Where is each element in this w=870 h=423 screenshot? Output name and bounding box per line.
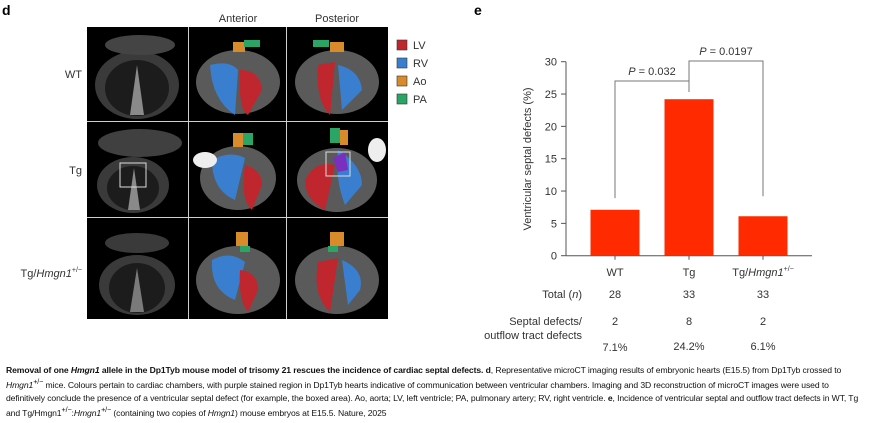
percent-wt: 7.1% <box>602 342 627 354</box>
caption-e-letter: e <box>607 392 613 403</box>
y-tick-label: 30 <box>545 57 557 69</box>
total-tg-hmgn1: 33 <box>757 289 769 301</box>
bar-2 <box>738 216 788 256</box>
microct-slice-tg-hmgn1 <box>99 233 175 315</box>
reconstruction-tg-posterior <box>297 128 386 212</box>
legend-swatch-rv <box>396 57 408 69</box>
reconstruction-wt-anterior <box>196 40 280 115</box>
x-tick-wt: WT <box>606 267 623 279</box>
row-header-defects-1: Septal defects/ <box>509 316 583 328</box>
microct-slice-tg <box>97 129 182 213</box>
legend-label-rv: RV <box>413 58 429 70</box>
x-tick-tg: Tg <box>683 267 696 279</box>
reconstruction-tg-hmgn1-anterior <box>196 232 280 314</box>
legend-label-pa: PA <box>413 94 428 106</box>
panel-d-letter: d <box>2 2 11 18</box>
column-header-anterior: Anterior <box>219 13 258 25</box>
row-header-defects-2: outflow tract defects <box>484 330 582 342</box>
bar-chart: 0 5 10 15 20 25 30 <box>545 57 812 263</box>
row-label-wt: WT <box>65 69 82 81</box>
vsd-box <box>325 151 351 177</box>
y-tick-label: 10 <box>545 186 557 198</box>
reconstruction-wt-posterior <box>295 40 379 115</box>
vsd-box <box>119 162 147 188</box>
significance-bracket-wt-tg <box>614 80 690 199</box>
y-tick-label: 15 <box>545 154 557 166</box>
legend-label-lv: LV <box>413 40 426 52</box>
y-tick-label: 20 <box>545 121 557 133</box>
p-value-tg-vs-tg-hmgn1: P = 0.0197 <box>699 46 753 58</box>
panel-e-letter: e <box>474 2 482 18</box>
microct-slice-wt <box>95 35 179 119</box>
defects-tg: 8 <box>686 316 692 328</box>
y-tick-label: 25 <box>545 89 557 101</box>
y-tick-label: 0 <box>551 251 557 263</box>
legend-swatch-ao <box>396 75 408 87</box>
defects-tg-hmgn1: 2 <box>760 316 766 328</box>
total-tg: 33 <box>683 289 695 301</box>
y-axis-label: Ventricular septal defects (%) <box>522 87 534 230</box>
legend-label-ao: Ao <box>413 76 426 88</box>
bar-0 <box>590 209 640 256</box>
bar-1 <box>664 99 714 256</box>
grid-dividers <box>87 27 388 319</box>
x-tick-tg-hmgn1: Tg/Hmgn1+/− <box>732 266 794 279</box>
caption-d-letter: d <box>485 365 491 375</box>
reconstruction-tg-anterior <box>193 133 276 210</box>
legend-swatch-lv <box>396 39 408 51</box>
row-label-tg: Tg <box>69 165 82 177</box>
y-tick-label: 5 <box>551 218 557 230</box>
percent-tg: 24.2% <box>673 341 704 353</box>
reconstruction-tg-hmgn1-posterior <box>295 232 379 314</box>
p-value-wt-vs-tg: P = 0.032 <box>628 66 675 78</box>
caption-title: Removal of one Hmgn1 allele in the Dp1Ty… <box>6 365 484 375</box>
legend-swatch-pa <box>396 93 408 105</box>
figure-caption: Removal of one Hmgn1 allele in the Dp1Ty… <box>6 365 859 418</box>
row-header-total: Total (n) <box>542 289 582 301</box>
total-wt: 28 <box>609 289 621 301</box>
chamber-legend: LV RV Ao PA <box>396 39 429 106</box>
percent-tg-hmgn1: 6.1% <box>750 341 775 353</box>
defects-wt: 2 <box>612 316 618 328</box>
column-header-posterior: Posterior <box>315 13 359 25</box>
row-label-tg-hmgn1: Tg/Hmgn1+/− <box>21 267 83 280</box>
microct-image-grid <box>87 27 388 319</box>
significance-bracket-tg-tg-hmgn1 <box>688 60 764 197</box>
